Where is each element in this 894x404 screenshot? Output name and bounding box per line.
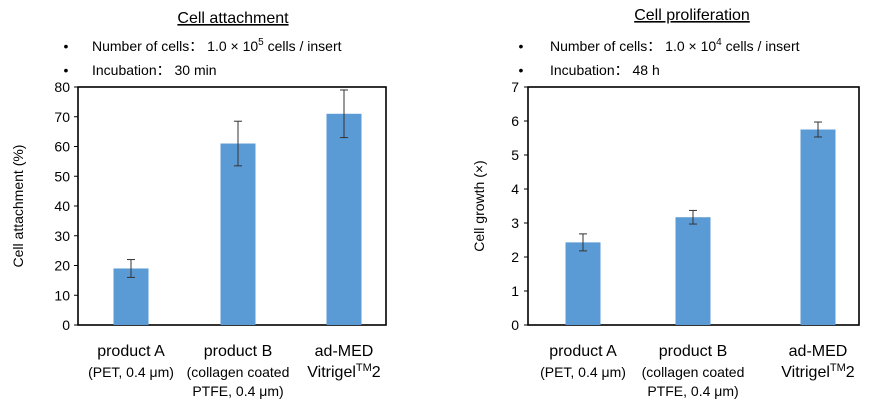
category-detail: (PET, 0.4 μm) (540, 364, 626, 380)
note-value: 1.0 × 10 (207, 38, 258, 54)
category-detail: (PET, 0.4 μm) (88, 364, 174, 380)
detail-text: Vitrigel (307, 364, 356, 381)
note-superscript: 5 (258, 37, 264, 48)
bar (326, 113, 362, 326)
y-tick-label: 0 (62, 317, 70, 333)
category-label: product B (204, 343, 272, 360)
bar (220, 143, 256, 325)
detail-superscript: TM (356, 362, 372, 374)
category-label: product A (97, 343, 165, 360)
chart-1: Cell attachment • Number of cells： 1.0 × 1… (10, 10, 387, 399)
bar (800, 129, 836, 325)
y-tick-label: 80 (54, 79, 70, 95)
note-value: 30 min (175, 62, 217, 78)
note-text: Number of cells： 1.0 × 105 cells / inser… (92, 37, 342, 54)
detail-text: 2 (372, 364, 381, 381)
y-tick-label: 40 (54, 198, 70, 214)
y-tick-label: 20 (54, 258, 70, 274)
y-tick-label: 5 (511, 147, 519, 163)
note-prefix: Number of cells： (92, 38, 207, 54)
note-superscript: 4 (716, 37, 722, 48)
chart-title: Cell proliferation (634, 7, 750, 24)
category-label: ad-MED (315, 343, 374, 360)
note-text: Incubation： 48 h (550, 62, 660, 78)
y-axis-label: Cell growth (×) (471, 160, 487, 251)
category-label: product A (549, 343, 617, 360)
bar (565, 242, 601, 325)
note-unit: cells / insert (722, 38, 800, 54)
y-axis-label: Cell attachment (%) (10, 145, 26, 268)
bullet-icon: • (519, 38, 524, 54)
y-tick-label: 1 (511, 283, 519, 299)
note-unit: cells / insert (264, 38, 342, 54)
note-value: 1.0 × 10 (665, 38, 716, 54)
bullet-icon: • (64, 62, 69, 78)
category-label: ad-MED (789, 343, 848, 360)
y-tick-label: 6 (511, 113, 519, 129)
chart-title: Cell attachment (177, 10, 289, 27)
note-prefix: Incubation： (92, 62, 175, 78)
bullet-icon: • (519, 62, 524, 78)
category-detail: (collagen coated (642, 364, 745, 380)
y-tick-label: 10 (54, 287, 70, 303)
y-tick-label: 60 (54, 139, 70, 155)
category-detail: VitrigelTM2 (307, 362, 381, 381)
note-prefix: Number of cells： (550, 38, 665, 54)
category-label: product B (659, 343, 727, 360)
y-tick-label: 30 (54, 228, 70, 244)
note-value: 48 h (633, 62, 660, 78)
y-tick-label: 0 (511, 317, 519, 333)
y-tick-label: 4 (511, 181, 519, 197)
note-text: Incubation： 30 min (92, 62, 217, 78)
category-detail: VitrigelTM2 (781, 362, 855, 381)
y-tick-label: 3 (511, 215, 519, 231)
category-detail: (collagen coated (187, 364, 290, 380)
detail-superscript: TM (830, 362, 846, 374)
y-tick-label: 2 (511, 249, 519, 265)
y-tick-label: 7 (511, 79, 519, 95)
note-text: Number of cells： 1.0 × 104 cells / inser… (550, 37, 800, 54)
bar (675, 217, 711, 325)
bullet-icon: • (64, 38, 69, 54)
note-prefix: Incubation： (550, 62, 633, 78)
y-tick-label: 70 (54, 109, 70, 125)
y-tick-label: 50 (54, 168, 70, 184)
detail-text: Vitrigel (781, 364, 830, 381)
detail-text: 2 (846, 364, 855, 381)
category-detail: PTFE, 0.4 μm) (192, 383, 283, 399)
chart-2: Cell proliferation • Number of cells： 1.0 … (471, 7, 860, 399)
category-detail: PTFE, 0.4 μm) (647, 383, 738, 399)
